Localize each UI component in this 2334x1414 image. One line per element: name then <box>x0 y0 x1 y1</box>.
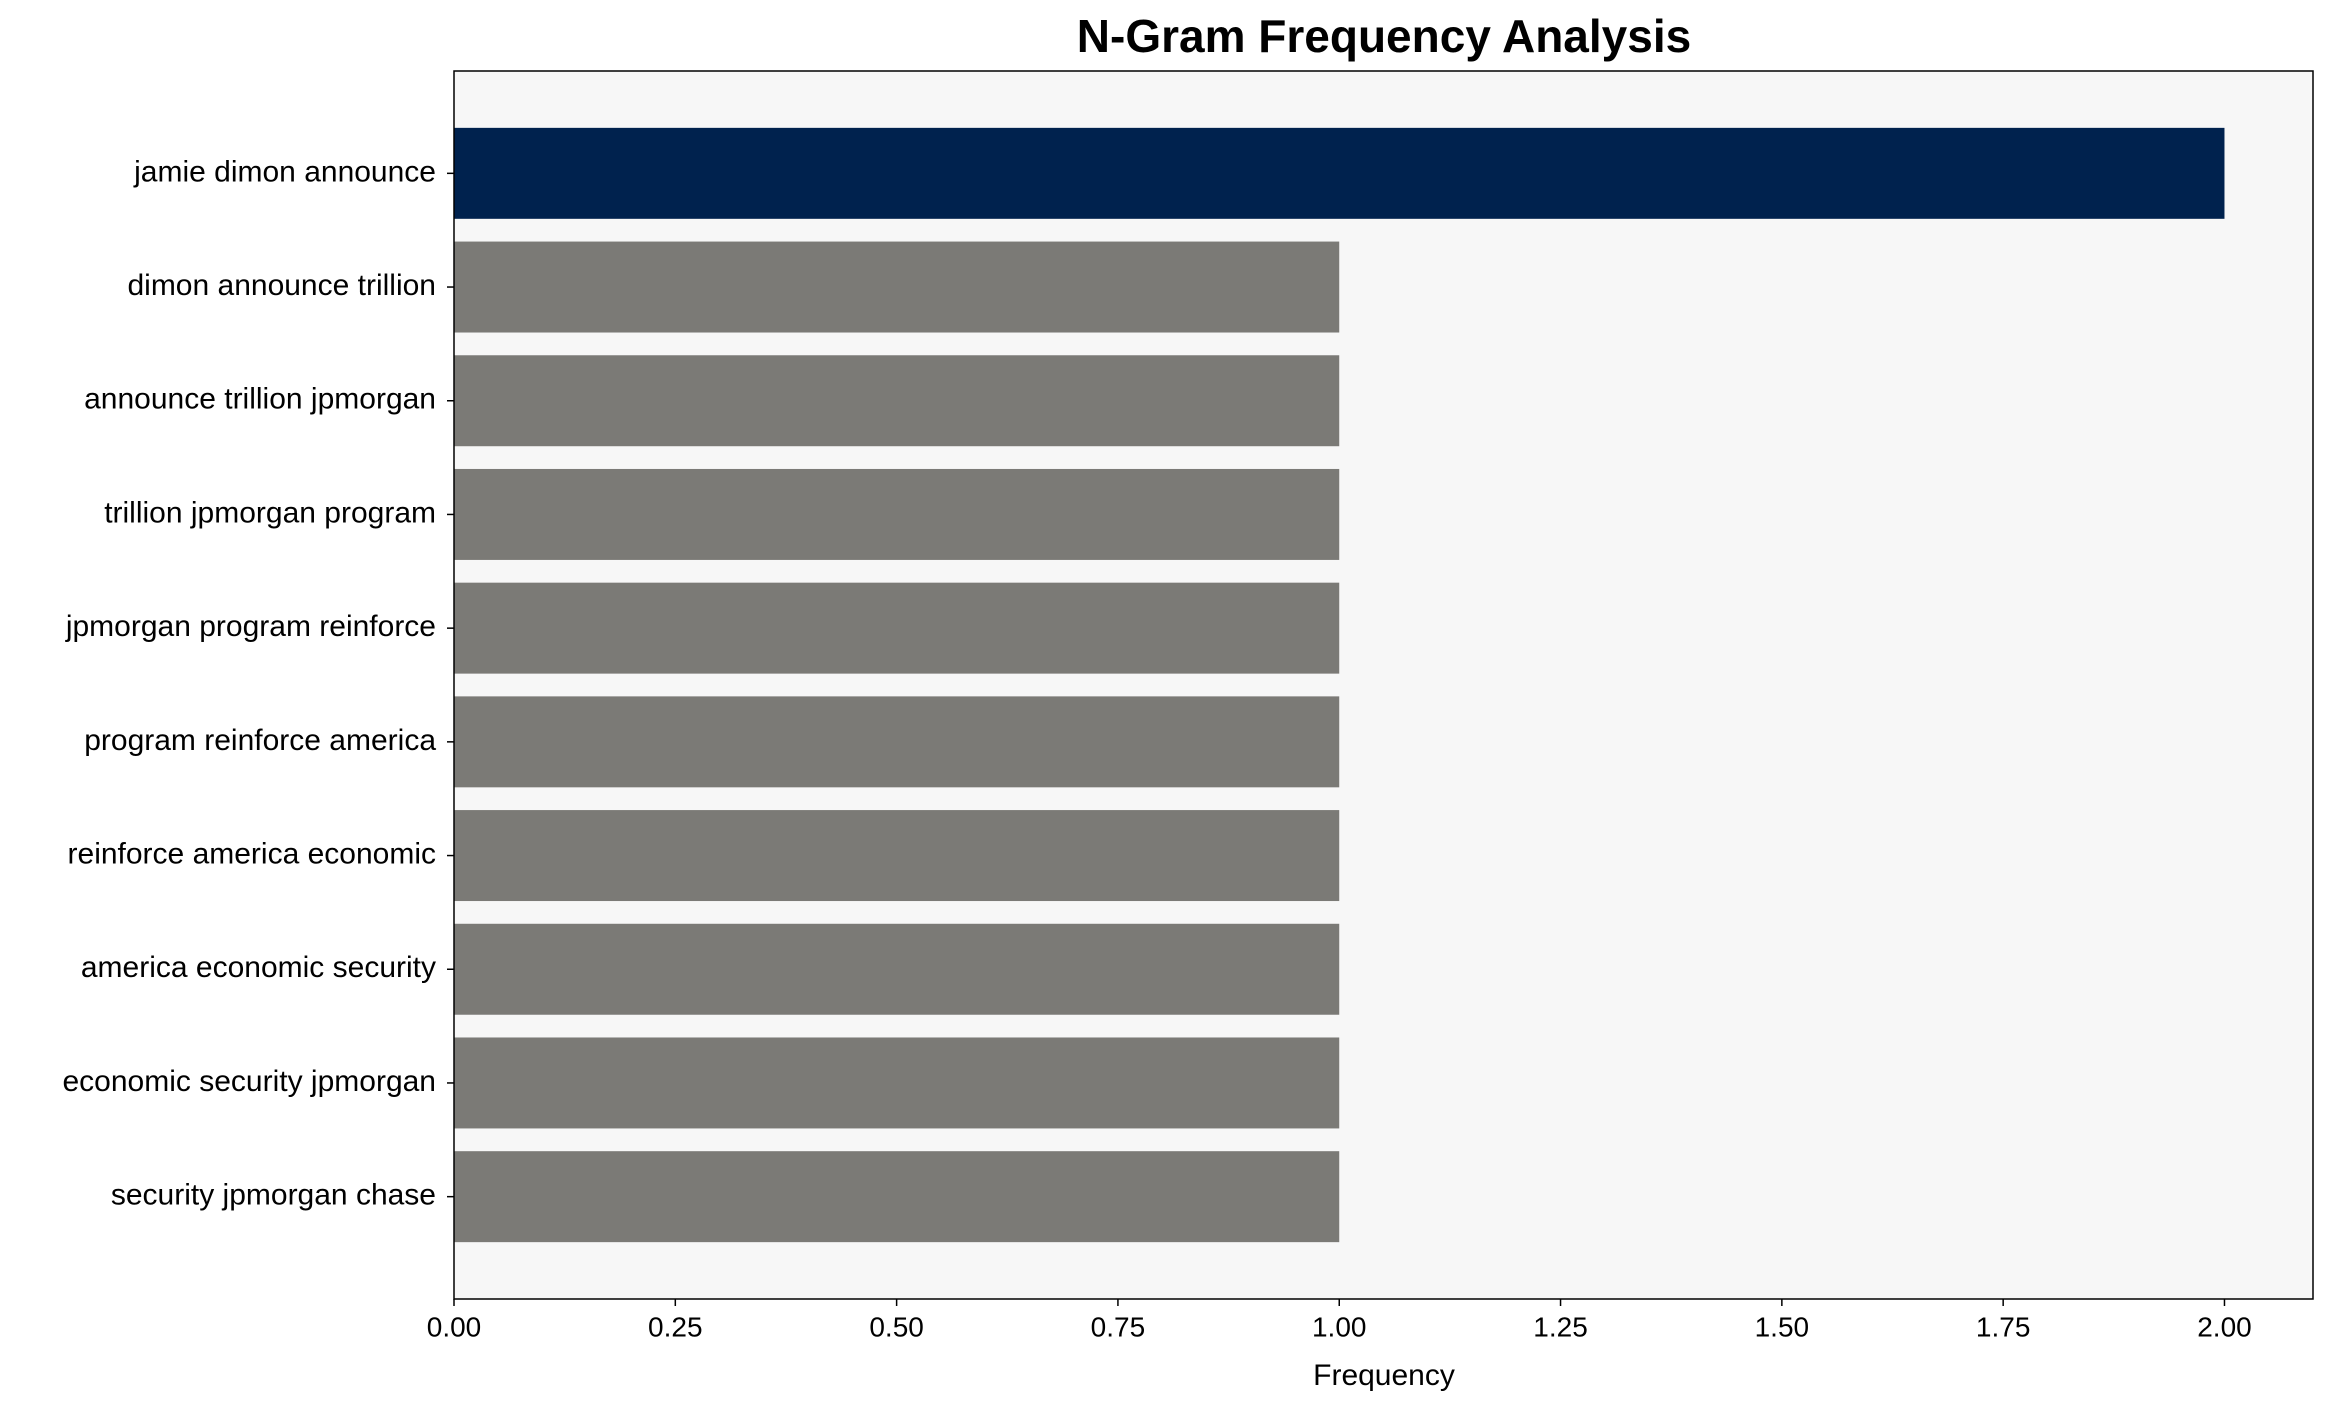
y-tick-label: jpmorgan program reinforce <box>65 610 436 643</box>
y-tick-label: reinforce america economic <box>68 837 436 870</box>
bar <box>454 355 1340 447</box>
x-tick-label: 0.00 <box>427 1311 482 1342</box>
x-axis-label: Frequency <box>1313 1359 1455 1392</box>
chart-title: N-Gram Frequency Analysis <box>1077 10 1691 62</box>
y-tick-label: jamie dimon announce <box>133 155 436 188</box>
y-tick-label: dimon announce trillion <box>127 269 436 302</box>
bar <box>454 810 1340 902</box>
x-tick-label: 0.75 <box>1091 1311 1146 1342</box>
x-tick-label: 1.25 <box>1533 1311 1588 1342</box>
x-tick-label: 0.25 <box>648 1311 703 1342</box>
y-tick-label: announce trillion jpmorgan <box>84 383 436 416</box>
y-tick-label: security jpmorgan chase <box>111 1179 436 1212</box>
x-tick-label: 2.00 <box>2197 1311 2252 1342</box>
x-tick-label: 1.00 <box>1312 1311 1367 1342</box>
bar <box>454 468 1340 560</box>
y-tick-label: trillion jpmorgan program <box>104 496 436 529</box>
x-tick-label: 1.50 <box>1755 1311 1810 1342</box>
x-tick-label: 0.50 <box>869 1311 924 1342</box>
y-tick-label: economic security jpmorgan <box>63 1065 437 1098</box>
bar <box>454 241 1340 333</box>
bar <box>454 1037 1340 1129</box>
bar <box>454 127 2225 219</box>
plot-frame <box>453 70 2314 1300</box>
y-tick-label: america economic security <box>81 951 436 984</box>
bar <box>454 1151 1340 1243</box>
bar <box>454 923 1340 1015</box>
x-tick-label: 1.75 <box>1976 1311 2031 1342</box>
y-tick-label: program reinforce america <box>84 724 436 757</box>
bar <box>454 696 1340 788</box>
bar <box>454 582 1340 674</box>
